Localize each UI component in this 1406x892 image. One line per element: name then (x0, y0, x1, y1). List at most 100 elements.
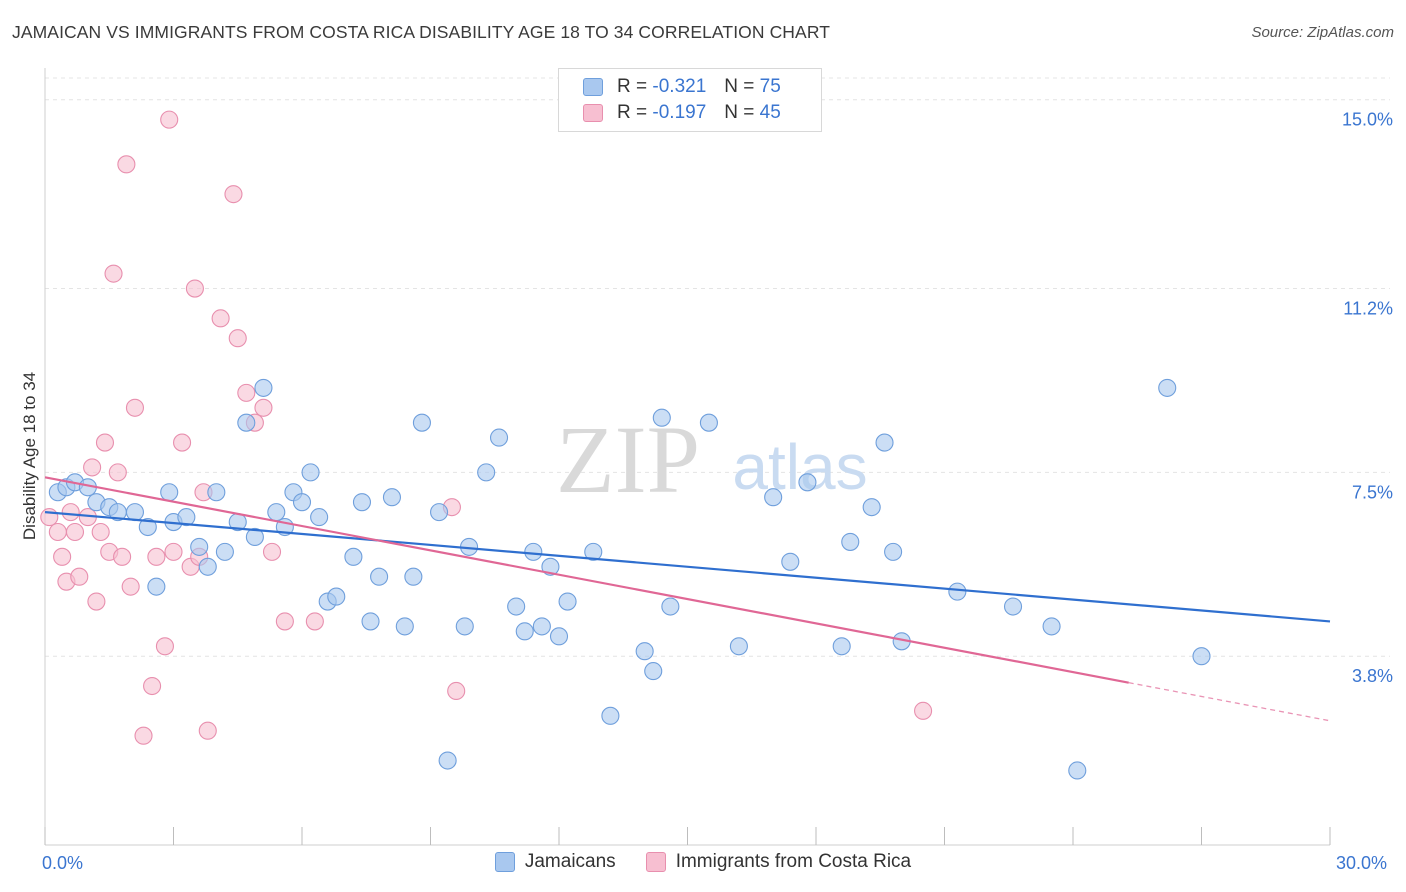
legend-label-jamaicans: Jamaicans (524, 851, 616, 872)
data-point (228, 329, 247, 348)
data-point (254, 378, 273, 397)
chart-title: JAMAICAN VS IMMIGRANTS FROM COSTA RICA D… (12, 22, 831, 42)
data-point (370, 567, 389, 586)
data-point (781, 552, 800, 571)
data-point (53, 547, 72, 566)
legend-n-label: N = (724, 76, 755, 97)
trend-line-costa-rica (44, 476, 1129, 684)
data-point (875, 433, 894, 452)
data-point (91, 522, 110, 542)
legend-label-costa-rica: Immigrants from Costa Rica (675, 851, 912, 872)
legend-n-value: 45 (759, 102, 781, 123)
data-point (138, 517, 157, 537)
data-point (382, 488, 402, 507)
data-point (1068, 761, 1087, 780)
y-tick-labels: 3.8% 7.5% 11.2% 15.0% (1342, 110, 1393, 686)
trend-line-costa-rica-dashed (1128, 682, 1331, 722)
trend-line-jamaicans (44, 511, 1331, 623)
data-point (549, 627, 569, 646)
data-point (395, 617, 414, 636)
trend-lines (44, 476, 1331, 722)
data-point (489, 428, 509, 447)
y-tick-label: 3.8% (1352, 666, 1393, 686)
legend-item-jamaicans[interactable]: Jamaicans (494, 851, 616, 873)
data-point (147, 577, 166, 596)
data-point (48, 522, 67, 542)
data-point (198, 557, 217, 576)
data-point (798, 473, 817, 492)
data-point (352, 493, 372, 512)
data-point (104, 264, 123, 283)
source-credit: Source: ZipAtlas.com (1251, 24, 1394, 41)
data-point (211, 309, 230, 328)
data-point (635, 642, 654, 661)
data-point (584, 542, 603, 561)
data-point (61, 503, 80, 522)
data-point (83, 458, 102, 477)
legend-swatch-pink (583, 104, 603, 122)
legend-item-costa-rica[interactable]: Immigrants from Costa Rica (645, 851, 912, 873)
data-point (327, 587, 346, 606)
data-point (173, 433, 192, 452)
data-point (507, 597, 526, 616)
data-point (841, 532, 860, 551)
data-point (914, 701, 933, 720)
data-point (404, 567, 423, 586)
stats-legend: R = -0.321 N = 75 R = -0.197 N = 45 (558, 68, 822, 132)
data-point (108, 463, 127, 482)
data-point (117, 155, 136, 174)
data-point (125, 398, 144, 417)
x-tick-max: 30.0% (1336, 853, 1388, 873)
legend-row-jamaicans: R = -0.321 N = 75 (583, 75, 781, 99)
data-point (515, 622, 534, 641)
watermark-atlas: atlas (732, 431, 867, 503)
data-point (275, 612, 294, 631)
y-tick-label: 15.0% (1342, 110, 1393, 130)
legend-swatch-blue (583, 78, 603, 96)
legend-n-value: 75 (759, 76, 781, 97)
data-point (87, 592, 106, 611)
series-legend: Jamaicans Immigrants from Costa Rica (0, 851, 1406, 873)
watermark: ZIP atlas (556, 406, 868, 513)
data-point (412, 413, 431, 432)
data-point (699, 413, 718, 432)
data-point (237, 383, 256, 402)
data-point (305, 612, 324, 631)
data-point (447, 681, 466, 701)
data-point (237, 413, 256, 432)
data-point (601, 706, 620, 725)
data-point (884, 542, 903, 561)
jamaican-points (48, 378, 1211, 780)
data-point (185, 279, 204, 298)
data-point (764, 488, 783, 507)
data-point (267, 503, 286, 522)
data-point (430, 503, 449, 522)
data-point (661, 597, 680, 616)
data-point (190, 537, 209, 556)
data-point (361, 612, 380, 631)
data-point (832, 637, 851, 656)
watermark-zip: ZIP (556, 406, 700, 513)
data-point (121, 577, 140, 596)
data-point (160, 483, 179, 502)
legend-row-costa-rica: R = -0.197 N = 45 (583, 101, 781, 125)
data-point (177, 508, 196, 527)
data-point (524, 542, 543, 561)
data-point (438, 751, 457, 770)
data-point (134, 726, 153, 745)
data-point (1192, 647, 1211, 666)
y-tick-label: 11.2% (1343, 299, 1393, 319)
data-point (198, 721, 217, 740)
data-point (65, 522, 85, 542)
data-point (95, 433, 115, 452)
data-point (301, 463, 320, 482)
data-point (729, 637, 748, 656)
data-point (1003, 597, 1023, 616)
data-point (862, 498, 881, 517)
data-point (113, 547, 132, 566)
data-point (164, 542, 183, 561)
data-point (224, 185, 243, 204)
data-point (310, 508, 329, 527)
data-point (125, 503, 144, 522)
legend-swatch-pink (645, 852, 666, 872)
